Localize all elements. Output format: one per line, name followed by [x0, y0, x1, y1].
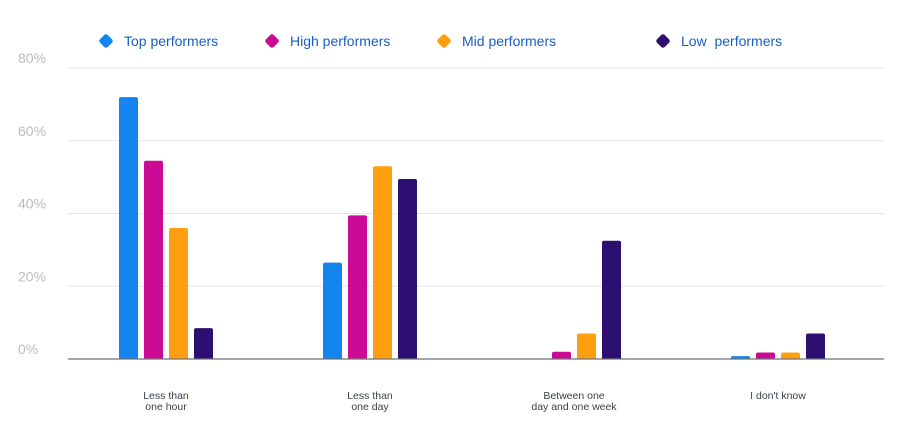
bars [119, 97, 825, 359]
bar-high-performers-0 [144, 160, 163, 359]
bar-low-performers-1 [398, 178, 417, 359]
bar-top-performers-3 [731, 356, 750, 359]
x-category-label: Less than [143, 390, 189, 402]
legend-item: Top performers [99, 33, 218, 49]
legend-item: Low performers [656, 33, 782, 49]
bar-top-performers-0 [119, 97, 138, 359]
y-tick-label: 0% [18, 341, 38, 357]
legend-label: High performers [290, 33, 390, 49]
gridlines [68, 67, 884, 287]
bar-mid-performers-1 [373, 166, 392, 359]
legend-item: Mid performers [437, 33, 556, 49]
bar-low-performers-0 [194, 328, 213, 359]
legend-label: Top performers [124, 33, 218, 49]
x-category-label: I don't know [750, 390, 806, 402]
bar-high-performers-2 [552, 351, 571, 359]
legend-diamond-icon [437, 34, 451, 48]
bar-mid-performers-0 [169, 228, 188, 359]
legend-label: Low performers [681, 33, 782, 49]
legend-diamond-icon [656, 34, 670, 48]
bar-high-performers-1 [348, 215, 367, 359]
x-category-label: Between one [543, 390, 604, 402]
bar-low-performers-2 [602, 240, 621, 359]
bar-low-performers-3 [806, 333, 825, 359]
legend-label: Mid performers [462, 33, 556, 49]
x-category-label: one hour [145, 401, 187, 413]
y-tick-label: 20% [18, 268, 46, 284]
bar-mid-performers-3 [781, 352, 800, 359]
bar-top-performers-1 [323, 262, 342, 359]
legend: Top performers High performers Mid perform… [99, 33, 782, 49]
y-tick-label: 40% [18, 196, 46, 212]
bar-high-performers-3 [756, 352, 775, 359]
legend-item: High performers [265, 33, 390, 49]
x-category-label: day and one week [531, 401, 617, 413]
y-tick-label: 60% [18, 123, 46, 139]
legend-diamond-icon [99, 34, 113, 48]
bar-mid-performers-2 [577, 333, 596, 359]
y-axis-ticks: 0% 20% 40% 60% 80% [18, 50, 46, 357]
legend-diamond-icon [265, 34, 279, 48]
y-tick-label: 80% [18, 50, 46, 66]
x-category-label: one day [351, 401, 389, 413]
x-category-label: Less than [347, 390, 393, 402]
